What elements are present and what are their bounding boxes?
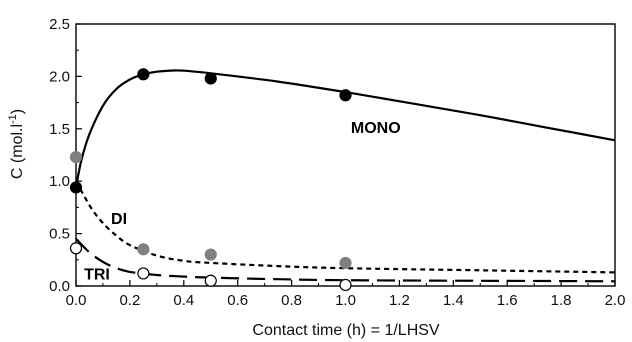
x-axis-title: Contact time (h) = 1/LHSV	[252, 322, 440, 339]
series-label-di: DI	[111, 211, 127, 228]
series-labels: MONO DI TRI	[84, 120, 401, 284]
x-tick-label: 1.6	[497, 292, 518, 309]
x-tick-label: 0.0	[66, 292, 87, 309]
ticks: 0.0 0.2 0.4 0.6 0.8 1.0 1.2 1.4 1.6 1.8 2.0 0.0 0.5 1…	[49, 16, 625, 309]
series-label-tri: TRI	[84, 267, 110, 284]
plot-frame	[75, 23, 616, 287]
data-point-di	[204, 248, 217, 261]
series-line-mono	[74, 69, 616, 188]
y-tick-label: 2.5	[49, 16, 70, 33]
y-tick-label: 0.0	[49, 278, 70, 295]
y-tick-label: 1.5	[49, 121, 70, 138]
x-tick-label: 0.2	[119, 292, 140, 309]
y-tick-label: 1.0	[49, 173, 70, 190]
data-point-di	[69, 150, 83, 164]
data-point-di	[339, 256, 352, 270]
x-tick-label: 0.8	[281, 292, 302, 309]
data-point-mono	[204, 72, 217, 85]
y-tick-label: 2.0	[49, 68, 70, 85]
data-point-tri	[69, 242, 83, 255]
y-tick-label: 0.5	[49, 226, 70, 243]
y-axis-title-close: )	[9, 109, 26, 114]
x-tick-label: 0.6	[227, 292, 248, 309]
y-axis-title-sup: -1	[7, 114, 19, 124]
x-tick-label: 2.0	[605, 292, 626, 309]
series-label-mono: MONO	[351, 120, 401, 137]
series-line-di	[75, 180, 616, 274]
data-point-mono	[69, 181, 83, 194]
data-point-mono	[339, 89, 352, 102]
x-tick-label: 1.2	[389, 292, 410, 309]
series-line-tri	[75, 238, 616, 283]
x-tick-label: 0.4	[173, 292, 194, 309]
data-point-tri	[137, 267, 150, 280]
data-point-mono	[137, 68, 150, 81]
data-point-di	[137, 243, 150, 256]
axes	[75, 23, 616, 287]
x-tick-label: 1.8	[551, 292, 572, 309]
x-tick-label: 1.0	[335, 292, 356, 309]
data-point-tri	[204, 274, 217, 287]
x-tick-label: 1.4	[443, 292, 464, 309]
data-point-tri	[339, 278, 352, 292]
series	[69, 68, 616, 292]
y-axis-title-main: C (mol.l	[9, 124, 26, 179]
y-axis-title: C (mol.l-1)	[7, 109, 26, 179]
